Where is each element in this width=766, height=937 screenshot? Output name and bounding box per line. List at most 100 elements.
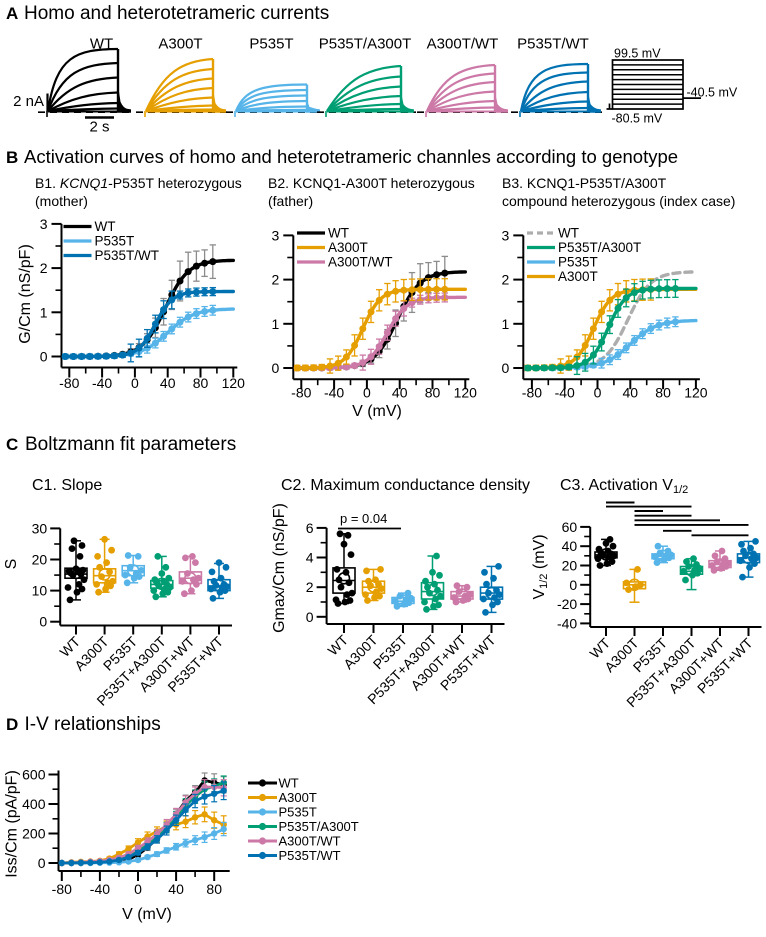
svg-text:B2. KCNQ1-A300T heterozygous: B2. KCNQ1-A300T heterozygous <box>268 175 475 191</box>
svg-text:0: 0 <box>40 349 48 365</box>
svg-text:WT: WT <box>279 776 299 791</box>
svg-text:A300T/WT: A300T/WT <box>427 36 499 53</box>
svg-text:1: 1 <box>40 304 48 320</box>
svg-text:400: 400 <box>22 796 46 812</box>
svg-text:80: 80 <box>206 881 222 897</box>
svg-text:Boltzmann fit parameters: Boltzmann fit parameters <box>25 434 236 455</box>
svg-text:C2. Maximum conductance densit: C2. Maximum conductance density <box>281 477 530 494</box>
svg-text:2: 2 <box>272 272 280 288</box>
svg-text:V (mV): V (mV) <box>352 403 402 420</box>
svg-text:p = 0.04: p = 0.04 <box>340 511 387 526</box>
svg-text:-40: -40 <box>557 615 577 631</box>
svg-text:80: 80 <box>425 385 441 401</box>
svg-text:P535T: P535T <box>558 255 598 270</box>
svg-text:B3. KCNQ1-P535T/A300T: B3. KCNQ1-P535T/A300T <box>502 175 667 191</box>
svg-text:0: 0 <box>569 577 577 593</box>
svg-text:WT: WT <box>558 226 579 241</box>
svg-text:-80: -80 <box>291 385 311 401</box>
svg-text:I-V relationships: I-V relationships <box>25 714 161 735</box>
svg-text:0: 0 <box>272 360 280 376</box>
svg-text:0: 0 <box>39 614 47 630</box>
svg-text:40: 40 <box>160 375 176 391</box>
svg-text:0: 0 <box>502 360 510 376</box>
svg-text:WT: WT <box>95 219 116 234</box>
svg-text:P535T: P535T <box>249 36 293 53</box>
svg-text:120: 120 <box>454 385 478 401</box>
svg-text:Homo and heterotetrameric curr: Homo and heterotetrameric currents <box>24 3 329 24</box>
svg-text:120: 120 <box>222 375 246 391</box>
svg-text:0: 0 <box>306 609 314 625</box>
svg-text:(father): (father) <box>268 193 313 209</box>
svg-text:-80: -80 <box>52 881 72 897</box>
svg-text:(mother): (mother) <box>35 193 88 209</box>
svg-text:A300T: A300T <box>158 36 202 53</box>
svg-text:40: 40 <box>623 385 639 401</box>
svg-text:80: 80 <box>193 375 209 391</box>
svg-text:6: 6 <box>306 520 314 536</box>
svg-text:A300T/WT: A300T/WT <box>328 255 393 270</box>
svg-text:WT: WT <box>90 36 113 53</box>
svg-text:-40.5 mV: -40.5 mV <box>687 86 738 100</box>
svg-text:3: 3 <box>502 227 510 243</box>
svg-text:0: 0 <box>594 385 602 401</box>
svg-text:B1. KCNQ1-P535T heterozygous: B1. KCNQ1-P535T heterozygous <box>35 175 242 191</box>
svg-text:0: 0 <box>131 375 139 391</box>
svg-text:-80.5 mV: -80.5 mV <box>612 112 663 126</box>
svg-text:600: 600 <box>22 767 46 783</box>
svg-text:A: A <box>6 4 18 23</box>
svg-text:120: 120 <box>684 385 708 401</box>
svg-text:30: 30 <box>32 520 48 536</box>
svg-text:-40: -40 <box>324 385 344 401</box>
svg-text:10: 10 <box>32 583 48 599</box>
svg-text:1: 1 <box>272 316 280 332</box>
svg-text:2: 2 <box>502 272 510 288</box>
svg-text:2 nA: 2 nA <box>13 93 44 110</box>
svg-text:Activation curves of homo and: Activation curves of homo and heterotetr… <box>24 146 678 167</box>
svg-text:C3. Activation V1/2: C3. Activation V1/2 <box>560 477 688 496</box>
svg-text:-40: -40 <box>90 881 110 897</box>
svg-text:99.5 mV: 99.5 mV <box>614 47 661 61</box>
svg-text:20: 20 <box>562 558 578 574</box>
svg-text:B: B <box>6 148 18 167</box>
svg-text:4: 4 <box>306 550 314 566</box>
svg-text:0: 0 <box>363 385 371 401</box>
svg-text:-40: -40 <box>555 385 575 401</box>
svg-text:C: C <box>6 435 18 454</box>
svg-text:-20: -20 <box>557 596 577 612</box>
svg-text:60: 60 <box>562 519 578 535</box>
svg-text:1: 1 <box>502 316 510 332</box>
svg-text:3: 3 <box>272 227 280 243</box>
svg-text:P535T/A300T: P535T/A300T <box>279 819 359 834</box>
svg-text:D: D <box>6 715 18 734</box>
svg-text:-40: -40 <box>92 375 112 391</box>
svg-text:40: 40 <box>168 881 184 897</box>
svg-text:20: 20 <box>32 552 48 568</box>
svg-text:WT: WT <box>328 226 349 241</box>
svg-text:V1/2 (mV): V1/2 (mV) <box>531 534 550 599</box>
svg-text:40: 40 <box>562 538 578 554</box>
svg-text:V (mV): V (mV) <box>122 906 172 923</box>
svg-text:compound heterozygous (index c: compound heterozygous (index case) <box>502 193 735 209</box>
svg-text:G/Cm (nS/pF): G/Cm (nS/pF) <box>17 244 34 344</box>
svg-text:-80: -80 <box>59 375 79 391</box>
svg-text:40: 40 <box>392 385 408 401</box>
svg-text:A300T/WT: A300T/WT <box>279 834 341 849</box>
svg-text:S: S <box>3 559 20 570</box>
svg-text:2 s: 2 s <box>89 119 109 136</box>
svg-text:A300T: A300T <box>328 240 368 255</box>
svg-text:A300T: A300T <box>279 790 317 805</box>
svg-text:P535T/WT: P535T/WT <box>95 248 160 263</box>
svg-text:P535T/A300T: P535T/A300T <box>319 36 412 53</box>
svg-text:C1. Slope: C1. Slope <box>32 477 102 494</box>
svg-text:3: 3 <box>40 216 48 232</box>
svg-text:P535T: P535T <box>279 805 317 820</box>
svg-text:2: 2 <box>40 260 48 276</box>
svg-text:2: 2 <box>306 579 314 595</box>
svg-text:P535T/WT: P535T/WT <box>279 848 341 863</box>
svg-text:Iss/Cm (pA/pF): Iss/Cm (pA/pF) <box>4 770 21 878</box>
svg-text:P535T: P535T <box>95 234 135 249</box>
svg-text:P535T/WT: P535T/WT <box>517 36 589 53</box>
svg-text:P535T/A300T: P535T/A300T <box>558 240 641 255</box>
svg-text:Gmax/Cm (nS/pF): Gmax/Cm (nS/pF) <box>271 503 288 633</box>
svg-text:0: 0 <box>38 855 46 871</box>
